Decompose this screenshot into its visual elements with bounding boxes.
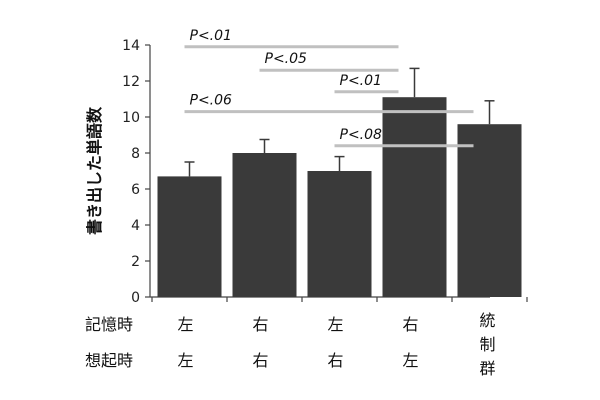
significance-annotations: P<.01 P<.05 P<.01 P<.06 P<.08 [184,28,474,148]
bar [457,124,522,297]
bar [232,153,297,297]
significance-label: P<.08 [340,127,383,143]
category-encode-label: 右 [402,315,418,334]
bar [382,97,447,297]
category-recall-label: 左 [177,351,193,370]
significance-label: P<.01 [190,28,232,44]
row-label: 想起時 [85,351,133,370]
category-encode-label: 左 [177,315,193,334]
y-tick-label: 10 [122,110,140,126]
category-recall-label: 右 [252,351,268,370]
category-label: 制 [479,335,495,354]
y-tick-label: 4 [131,218,140,234]
x-ticks [151,297,528,302]
category-label: 統 [479,311,495,330]
y-tick-label: 14 [122,38,140,54]
y-ticks: 0 2 4 6 8 10 12 14 [122,38,150,306]
bar [157,176,222,297]
y-tick-label: 8 [131,146,140,162]
error-bars [184,67,495,177]
y-tick-label: 6 [131,182,140,198]
category-label: 群 [479,359,495,378]
category-recall-label: 左 [402,351,418,370]
y-tick-label: 0 [131,290,140,306]
significance-label: P<.05 [265,51,308,67]
category-encode-label: 右 [252,315,268,334]
significance-label: P<.06 [190,93,233,109]
row-label: 記憶時 [85,315,133,334]
y-axis-label: 書き出した単語数 [85,106,104,235]
category-recall-label: 右 [327,351,343,370]
bars [157,97,522,297]
category-encode-label: 左 [327,315,343,334]
significance-label: P<.01 [340,73,382,89]
y-tick-label: 12 [122,74,140,90]
y-tick-label: 2 [131,254,140,270]
bar [307,171,372,297]
